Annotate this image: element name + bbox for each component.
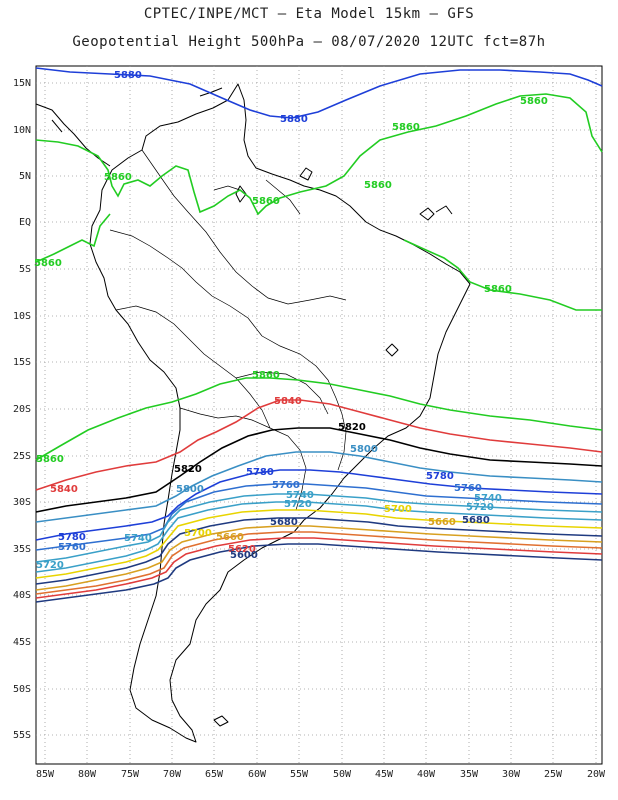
contour-labels: 5880 5880 5860 5860 5860 5860 5860 5860 … xyxy=(34,70,548,571)
contour-label: 5860 xyxy=(252,196,280,207)
contour-label: 5840 xyxy=(274,396,302,407)
contour-5780 xyxy=(35,469,603,541)
contour-label: 5680 xyxy=(462,515,490,526)
lat-tick-label: 10N xyxy=(13,125,31,136)
lon-tick-label: 65W xyxy=(205,769,224,780)
contour-label: 5600 xyxy=(230,550,258,561)
contour-label: 5840 xyxy=(50,484,78,495)
latitude-axis: 15N 10N 5N EQ 5S 10S 15S 20S 25S 30S 35S… xyxy=(13,78,31,741)
contour-label: 5800 xyxy=(176,484,204,495)
country-borders xyxy=(109,149,347,511)
contour-5640 xyxy=(35,531,603,595)
contour-label: 5860 xyxy=(104,172,132,183)
lat-tick-label: 5S xyxy=(19,264,31,275)
contour-5680 xyxy=(35,517,603,585)
contour-5740 xyxy=(35,493,603,563)
lat-tick-label: 30S xyxy=(13,497,31,508)
contour-5880-north xyxy=(35,67,603,119)
lon-tick-label: 35W xyxy=(460,769,479,780)
contour-label: 5700 xyxy=(384,504,412,515)
lat-tick-label: 45S xyxy=(13,637,31,648)
lon-tick-label: 80W xyxy=(78,769,97,780)
contour-label: 5860 xyxy=(36,454,64,465)
contour-5800 xyxy=(35,451,603,523)
contour-label: 5780 xyxy=(246,467,274,478)
lat-tick-label: 50S xyxy=(13,684,31,695)
contour-5620 xyxy=(35,537,603,599)
contour-5860-west xyxy=(35,213,111,263)
contour-label: 5800 xyxy=(350,444,378,455)
lat-tick-label: 55S xyxy=(13,730,31,741)
longitude-axis: 85W 80W 75W 70W 65W 60W 55W 50W 45W 40W … xyxy=(36,769,606,780)
map-title-line-2: Geopotential Height 500hPa — 08/07/2020 … xyxy=(72,34,546,50)
contour-5600 xyxy=(35,543,603,603)
contour-label: 5760 xyxy=(454,483,482,494)
lat-tick-label: 10S xyxy=(13,311,31,322)
height-contours xyxy=(35,67,603,603)
contour-label: 5740 xyxy=(124,533,152,544)
contour-label: 5860 xyxy=(364,180,392,191)
contour-label: 5860 xyxy=(34,258,62,269)
contour-5760 xyxy=(35,483,603,551)
lon-tick-label: 45W xyxy=(375,769,394,780)
contour-5860-south xyxy=(35,377,603,461)
map-title-line-1: CPTEC/INPE/MCT — Eta Model 15km — GFS xyxy=(143,6,475,22)
contour-label: 5720 xyxy=(284,499,312,510)
contour-5820 xyxy=(35,427,603,513)
contour-label: 5680 xyxy=(270,517,298,528)
contour-label: 5780 xyxy=(426,471,454,482)
lat-tick-label: 15N xyxy=(13,78,31,89)
contour-label: 5720 xyxy=(466,502,494,513)
contour-5860-north xyxy=(35,93,603,216)
contour-5860-east xyxy=(403,239,602,311)
map-frame xyxy=(35,65,603,765)
contour-5840 xyxy=(35,399,603,491)
contour-5700 xyxy=(35,509,603,579)
contour-label: 5860 xyxy=(484,284,512,295)
contour-label: 5620 xyxy=(228,544,256,555)
contour-label: 5740 xyxy=(286,490,314,501)
contour-label: 5780 xyxy=(58,532,86,543)
contour-label: 5880 xyxy=(114,70,142,81)
contour-label: 5860 xyxy=(252,370,280,381)
contour-label: 5860 xyxy=(392,122,420,133)
lat-tick-label: 5N xyxy=(19,171,31,182)
contour-5660 xyxy=(35,525,603,591)
contour-label: 5700 xyxy=(184,528,212,539)
contour-label: 5660 xyxy=(216,532,244,543)
lon-tick-label: 30W xyxy=(502,769,521,780)
contour-label: 5860 xyxy=(520,96,548,107)
lat-tick-label: 20S xyxy=(13,404,31,415)
lon-tick-label: 25W xyxy=(544,769,563,780)
lon-tick-label: 50W xyxy=(333,769,352,780)
lon-tick-label: 85W xyxy=(36,769,55,780)
lat-tick-label: 25S xyxy=(13,451,31,462)
contour-label: 5760 xyxy=(272,480,300,491)
lon-tick-label: 40W xyxy=(417,769,436,780)
contour-label: 5820 xyxy=(174,464,202,475)
lat-tick-label: EQ xyxy=(19,217,31,228)
contour-5720 xyxy=(35,501,603,573)
lon-tick-label: 20W xyxy=(587,769,606,780)
lat-tick-label: 35S xyxy=(13,544,31,555)
contour-label: 5880 xyxy=(280,114,308,125)
contour-label: 5820 xyxy=(338,422,366,433)
lat-tick-label: 15S xyxy=(13,357,31,368)
contour-label: 5660 xyxy=(428,517,456,528)
contour-label: 5740 xyxy=(474,493,502,504)
lon-tick-label: 70W xyxy=(163,769,182,780)
lon-tick-label: 60W xyxy=(248,769,267,780)
contour-label: 5760 xyxy=(58,542,86,553)
contour-label: 5720 xyxy=(36,560,64,571)
lon-tick-label: 75W xyxy=(121,769,140,780)
lon-tick-label: 55W xyxy=(290,769,309,780)
lat-tick-label: 40S xyxy=(13,590,31,601)
